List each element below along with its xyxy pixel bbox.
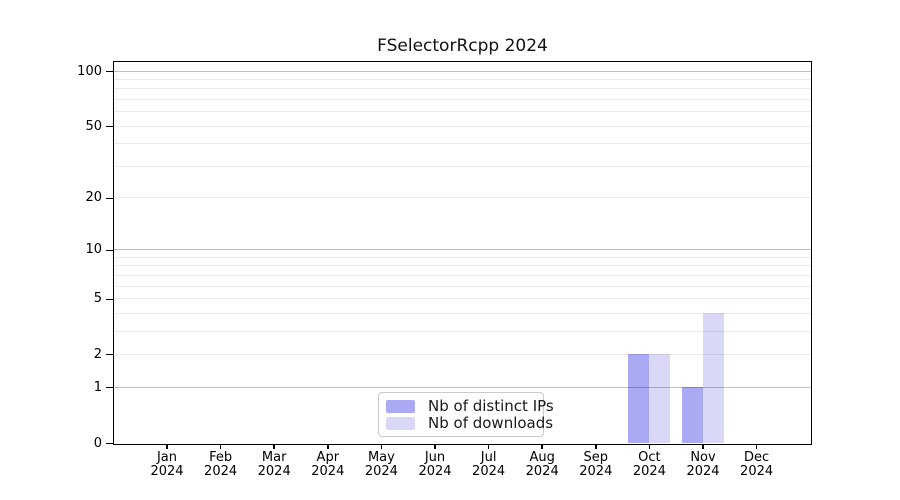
bar-downloads-oct [648, 354, 670, 443]
minor-gridline [114, 312, 811, 314]
x-tick-label: Jan 2024 [150, 449, 184, 479]
legend-swatch-distinct-ips [386, 400, 415, 413]
y-tick-mark [106, 126, 113, 128]
minor-gridline [114, 197, 811, 199]
y-tick-mark [106, 354, 113, 356]
y-tick-label: 100 [77, 63, 102, 79]
x-tick-mark [595, 444, 597, 449]
legend: Nb of distinct IPs Nb of downloads [378, 392, 554, 437]
x-tick-label: Jun 2024 [418, 449, 452, 479]
y-tick-mark [106, 71, 113, 73]
x-tick-label: Dec 2024 [740, 449, 774, 479]
y-tick-mark [106, 298, 113, 300]
x-tick-mark [434, 444, 436, 449]
x-tick-label: Nov 2024 [686, 449, 720, 479]
legend-label-downloads: Nb of downloads [428, 414, 554, 432]
x-tick-label: Feb 2024 [204, 449, 238, 479]
x-tick-mark [755, 444, 758, 449]
x-tick-label: Oct 2024 [632, 449, 666, 479]
y-tick-mark [106, 249, 113, 251]
x-tick-label: Sep 2024 [579, 449, 613, 479]
minor-gridline [114, 330, 811, 332]
minor-gridline [114, 98, 811, 100]
x-tick-mark [702, 444, 704, 449]
x-tick-mark [487, 444, 490, 449]
y-tick-label: 20 [85, 190, 102, 206]
minor-gridline [114, 143, 811, 145]
legend-item-distinct-ips: Nb of distinct IPs [386, 399, 554, 414]
x-tick-label: May 2024 [364, 449, 398, 479]
y-tick-label: 50 [85, 118, 102, 134]
y-tick-label: 5 [93, 291, 102, 307]
bar-distinct-ips-oct [627, 354, 649, 443]
minor-gridline [114, 298, 811, 300]
y-tick-label: 0 [93, 435, 102, 451]
major-gridline [114, 70, 811, 72]
legend-label-distinct-ips: Nb of distinct IPs [428, 397, 554, 415]
minor-gridline [114, 88, 811, 90]
x-tick-mark [166, 444, 168, 449]
bar-distinct-ips-nov [681, 387, 703, 443]
plot-area [113, 61, 812, 445]
minor-gridline [114, 353, 811, 355]
minor-gridline [114, 165, 811, 167]
x-tick-label: Jul 2024 [472, 449, 506, 479]
y-tick-mark [106, 197, 113, 199]
y-tick-label: 2 [93, 346, 102, 362]
legend-swatch-downloads [386, 417, 415, 430]
minor-gridline [114, 125, 811, 127]
y-tick-label: 1 [93, 379, 102, 395]
minor-gridline [114, 274, 811, 276]
x-tick-mark [541, 444, 543, 449]
minor-gridline [114, 78, 811, 80]
x-tick-label: Mar 2024 [257, 449, 291, 479]
x-tick-mark [327, 444, 329, 449]
major-gridline [114, 386, 811, 388]
x-tick-mark [273, 444, 275, 449]
y-tick-label: 10 [85, 242, 102, 258]
minor-gridline [114, 265, 811, 267]
chart-title: FSelectorRcpp 2024 [377, 36, 548, 56]
major-gridline [114, 249, 811, 251]
x-tick-mark [219, 444, 222, 449]
bar-downloads-nov [702, 313, 724, 443]
legend-item-downloads: Nb of downloads [386, 416, 553, 431]
y-tick-mark [106, 443, 113, 444]
y-tick-mark [106, 387, 113, 389]
minor-gridline [114, 285, 811, 287]
x-tick-label: Apr 2024 [311, 449, 345, 479]
x-tick-mark [648, 444, 651, 449]
x-tick-mark [380, 444, 383, 449]
minor-gridline [114, 111, 811, 113]
x-tick-label: Aug 2024 [525, 449, 559, 479]
minor-gridline [114, 256, 811, 258]
